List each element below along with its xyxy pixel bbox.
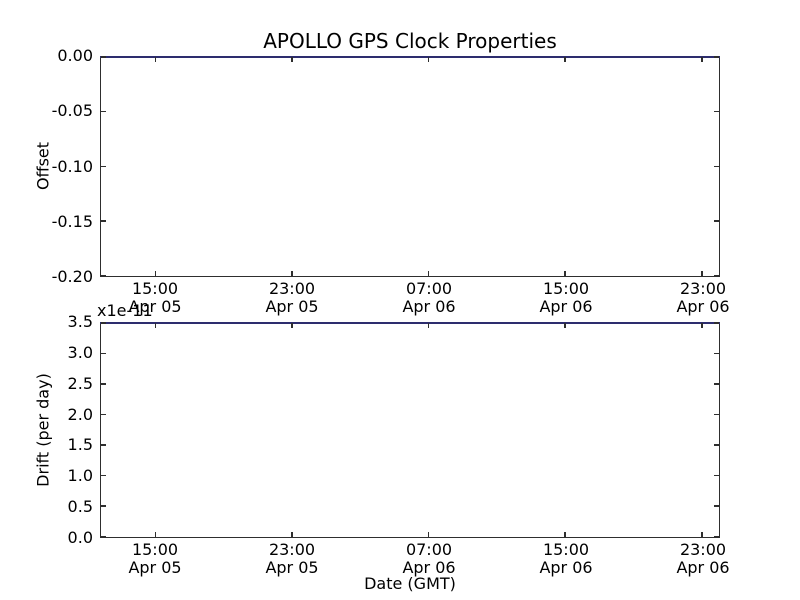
y-tick-label: 3.0 [67, 343, 93, 362]
y-tick-label: -0.05 [51, 101, 93, 120]
y-tick-mark [714, 352, 719, 355]
y-tick-mark [714, 56, 719, 58]
y-tick-mark [101, 220, 106, 222]
x-tick-time: 23:00 [268, 540, 316, 559]
y-tick-mark [101, 322, 106, 324]
x-tick-mark [701, 271, 703, 276]
x-tick-mark [564, 271, 566, 276]
x-tick-label: 15:00 Apr 05 [110, 541, 200, 577]
y-scale-offset-text: x1e-11 [97, 301, 153, 320]
x-tick-date: Apr 06 [539, 558, 593, 577]
x-tick-mark [701, 57, 703, 62]
y-tick-label: 1.0 [67, 466, 93, 485]
x-tick-label: 23:00 Apr 05 [247, 541, 337, 577]
y-tick-mark [714, 413, 719, 416]
y-tick-mark [714, 536, 719, 538]
x-tick-date: Apr 06 [676, 558, 730, 577]
y-tick-mark [101, 56, 106, 58]
x-tick-date: Apr 05 [128, 297, 182, 316]
x-tick-mark [427, 532, 430, 537]
x-tick-mark [701, 323, 703, 328]
offset-series-line [100, 55, 720, 58]
x-tick-time: 07:00 [405, 540, 453, 559]
x-tick-mark [291, 532, 293, 537]
y-tick-mark [714, 474, 719, 477]
y-tick-mark [101, 110, 106, 113]
x-tick-label: 23:00 Apr 06 [658, 541, 748, 577]
y-tick-mark [714, 444, 719, 446]
x-tick-mark [427, 271, 430, 276]
y-tick-mark [101, 413, 106, 416]
y-tick-mark [714, 165, 719, 167]
y-tick-label: -0.20 [51, 267, 93, 286]
x-tick-time: 15:00 [131, 540, 179, 559]
y-tick-label: -0.15 [51, 212, 93, 231]
chart-title: APOLLO GPS Clock Properties [263, 29, 557, 53]
x-tick-label: 23:00 Apr 05 [247, 280, 337, 316]
x-tick-mark [427, 323, 430, 328]
y-tick-mark [101, 536, 106, 538]
drift-series-line [100, 321, 720, 324]
x-tick-mark [291, 271, 293, 276]
y-tick-mark [714, 275, 719, 277]
y-tick-mark [101, 165, 106, 167]
x-tick-date: Apr 06 [539, 297, 593, 316]
x-tick-time: 23:00 [679, 279, 727, 298]
y-tick-mark [101, 275, 106, 277]
x-tick-date: Apr 05 [265, 558, 319, 577]
x-tick-date: Apr 06 [676, 297, 730, 316]
y-tick-mark [101, 383, 106, 385]
y-tick-label: 1.5 [67, 435, 93, 454]
x-tick-mark [564, 57, 566, 62]
y-tick-mark [101, 352, 106, 355]
x-tick-label: 07:00 Apr 06 [384, 280, 474, 316]
x-tick-mark [154, 532, 157, 537]
x-tick-label: 23:00 Apr 06 [658, 280, 748, 316]
y-tick-mark [101, 505, 106, 507]
x-tick-time: 15:00 [542, 279, 590, 298]
y-tick-mark [714, 383, 719, 385]
x-tick-label: 15:00 Apr 06 [521, 280, 611, 316]
y-tick-mark [714, 220, 719, 222]
x-tick-mark [291, 323, 293, 328]
x-tick-date: Apr 05 [128, 558, 182, 577]
x-tick-time: 15:00 [131, 279, 179, 298]
offset-subplot [100, 55, 720, 277]
y-tick-mark [714, 505, 719, 507]
x-tick-date: Apr 06 [402, 297, 456, 316]
y-tick-label: 2.0 [67, 405, 93, 424]
x-tick-date: Apr 05 [265, 297, 319, 316]
y-tick-label: 0.5 [67, 497, 93, 516]
y-tick-label: 0.0 [67, 528, 93, 547]
y-tick-mark [714, 322, 719, 324]
x-tick-mark [701, 532, 703, 537]
x-tick-time: 23:00 [679, 540, 727, 559]
x-tick-mark [564, 532, 566, 537]
x-tick-date: Apr 06 [402, 558, 456, 577]
x-tick-mark [154, 57, 157, 62]
x-tick-time: 23:00 [268, 279, 316, 298]
y-tick-label: -0.10 [51, 157, 93, 176]
x-tick-label: 15:00 Apr 06 [521, 541, 611, 577]
y-tick-label: 2.5 [67, 374, 93, 393]
x-tick-mark [427, 57, 430, 62]
x-tick-mark [154, 271, 157, 276]
x-tick-label: 07:00 Apr 06 [384, 541, 474, 577]
drift-subplot [100, 321, 720, 538]
x-tick-time: 07:00 [405, 279, 453, 298]
x-tick-time: 15:00 [542, 540, 590, 559]
x-tick-mark [154, 323, 157, 328]
y-tick-label: 3.5 [67, 312, 93, 331]
x-tick-mark [291, 57, 293, 62]
x-tick-mark [564, 323, 566, 328]
x-tick-label: 15:00 Apr 05 [110, 280, 200, 316]
y-tick-mark [714, 110, 719, 113]
y-tick-mark [101, 444, 106, 446]
y-tick-label: 0.00 [57, 46, 93, 65]
x-axis-label: Date (GMT) [364, 574, 456, 593]
y-tick-mark [101, 474, 106, 477]
